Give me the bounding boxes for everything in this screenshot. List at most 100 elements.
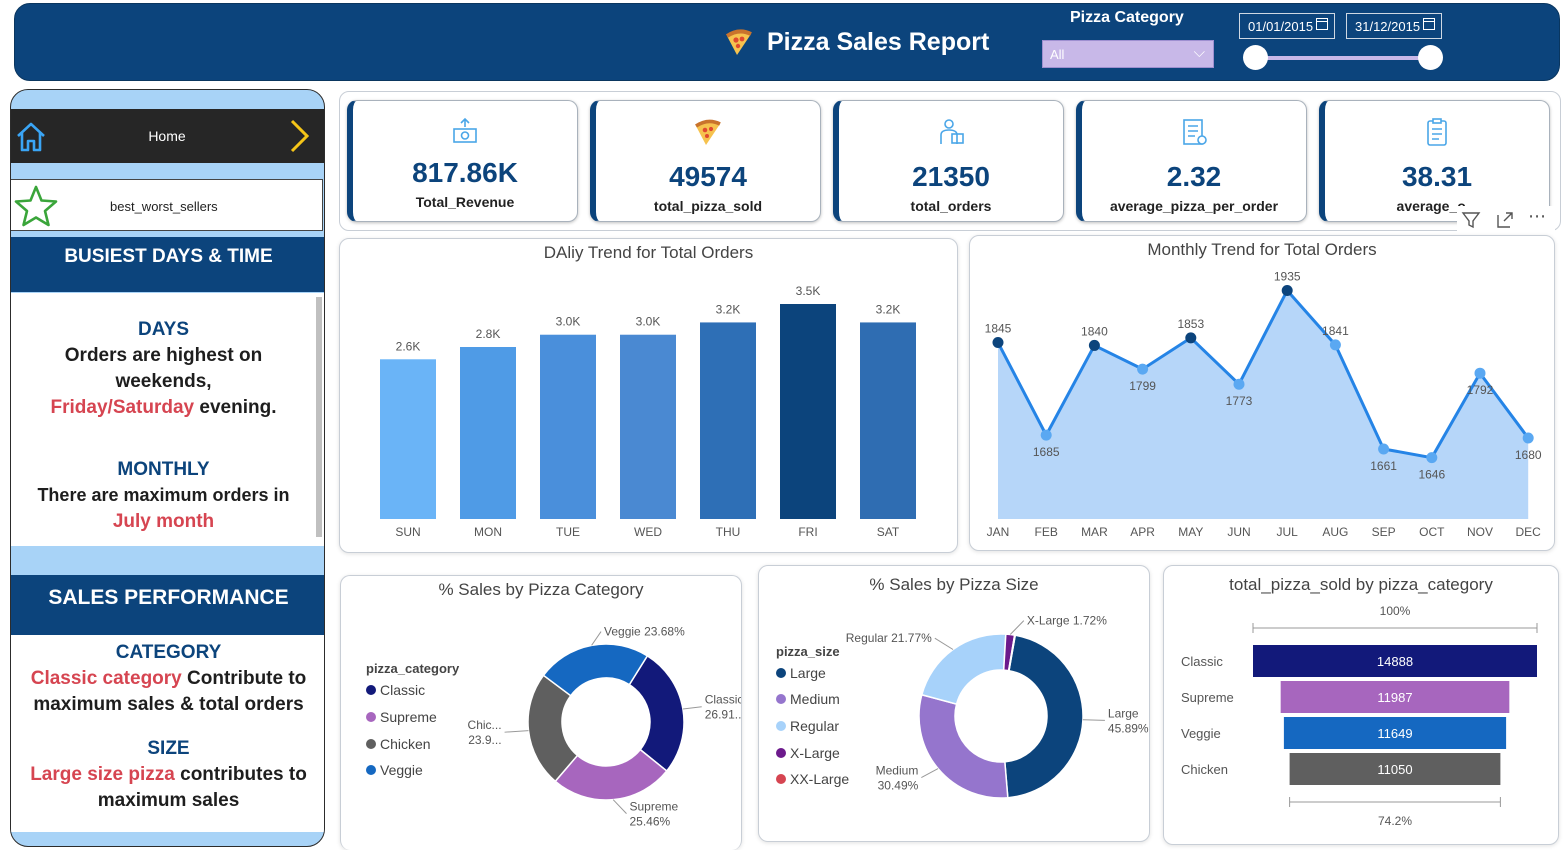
slice-data-label: 26.91... [705, 708, 741, 722]
point-data-label: 1685 [1033, 445, 1060, 459]
date-to-input[interactable]: 31/12/2015 [1346, 13, 1442, 39]
bar-fri [780, 304, 836, 519]
more-options-icon[interactable]: ⋯ [1528, 206, 1546, 226]
category-dropdown[interactable]: All ⌵ [1042, 40, 1214, 68]
bar-data-label: 3.0K [556, 315, 581, 329]
x-tick-label: JAN [987, 525, 1010, 539]
bar-data-label: 3.5K [796, 284, 821, 298]
kpi-label: total_pizza_sold [653, 198, 763, 214]
legend-label: Regular [790, 718, 840, 734]
kpi-card-revenue[interactable]: 817.86K Total_Revenue [347, 100, 578, 222]
days-heading: DAYS [137, 319, 190, 340]
date-slider-end-handle[interactable] [1418, 45, 1443, 70]
days-line-1: Orders are highest on [64, 345, 263, 366]
sidebar-scrollbar[interactable] [316, 297, 322, 537]
days-highlight: Friday/Saturday [50, 397, 195, 418]
legend-label: XX-Large [790, 771, 850, 787]
x-tick-label: AUG [1322, 525, 1348, 539]
leader-line [934, 637, 954, 650]
slice-data-label: X-Large 1.72% [1027, 614, 1107, 628]
monthly-line-1: There are maximum orders in [37, 485, 290, 505]
category-slice-veggie [542, 643, 649, 697]
legend-item-supreme[interactable]: Supreme [366, 709, 437, 725]
date-slider-start-handle[interactable] [1243, 45, 1268, 70]
legend-item-veggie[interactable]: Veggie [366, 762, 423, 778]
legend-dot [366, 765, 376, 775]
point-may [1185, 332, 1197, 344]
bar-wed [620, 334, 676, 519]
legend-item-regular[interactable]: Regular [776, 718, 839, 734]
date-from-input[interactable]: 01/01/2015 [1239, 13, 1335, 39]
report-header: Pizza Sales Report Pizza Category All ⌵ … [14, 3, 1560, 81]
kpi-value: 2.32 [1166, 161, 1222, 192]
category-line-1: Classic category Contribute to [11, 668, 324, 690]
category-highlight: Classic category [30, 668, 182, 689]
bar-data-label: 2.8K [476, 327, 501, 341]
point-apr [1137, 363, 1149, 375]
legend-dot [366, 739, 376, 749]
legend-item-xx-large[interactable]: XX-Large [776, 771, 849, 787]
bar-tue [540, 334, 596, 519]
sales-by-category-panel[interactable]: % Sales by Pizza Category pizza_category… [340, 575, 742, 850]
point-jun [1233, 378, 1245, 390]
legend-label: Veggie [380, 762, 423, 778]
funnel-value-label: 14888 [1377, 654, 1413, 669]
point-data-label: 1853 [1177, 317, 1204, 331]
legend-item-classic[interactable]: Classic [366, 682, 425, 698]
x-tick-label: FRI [798, 525, 817, 539]
calendar-icon[interactable] [1423, 18, 1435, 30]
bar-sat [860, 322, 916, 519]
category-tail: Contribute to [181, 668, 307, 689]
slice-data-label: Regular 21.77% [846, 631, 932, 645]
kpi-card-orders[interactable]: 21350 total_orders [833, 100, 1064, 222]
point-data-label: 1799 [1129, 379, 1156, 393]
kpi-card-avg-order-value[interactable]: 38.31 average_o... [1319, 100, 1550, 222]
pizza-sold-by-category-panel[interactable]: total_pizza_sold by pizza_category 100% 1… [1163, 565, 1559, 845]
daily-trend-panel[interactable]: DAliy Trend for Total Orders 2.6K SUN 2.8K… [339, 238, 958, 553]
kpi-card-pizza-sold[interactable]: 49574 total_pizza_sold [590, 100, 821, 222]
category-line-2: maximum sales & total orders [33, 694, 304, 715]
bar-data-label: 2.6K [396, 339, 421, 353]
size-heading: SIZE [147, 738, 190, 759]
legend-item-large[interactable]: Large [776, 665, 826, 681]
slice-data-label: 30.49% [878, 779, 919, 793]
funnel-bar-chicken [1289, 753, 1501, 785]
filter-icon[interactable] [1461, 210, 1481, 230]
legend-label: Medium [790, 691, 840, 707]
home-nav-button[interactable]: Home [11, 109, 324, 163]
slice-data-label: Large [1108, 706, 1139, 720]
legend-label: X-Large [790, 745, 840, 761]
size-line-2: maximum sales [97, 790, 240, 811]
size-slice-large [1004, 634, 1084, 799]
sales-by-size-panel[interactable]: % Sales by Pizza Size pizza_size Large M… [758, 565, 1150, 842]
legend-item-chicken[interactable]: Chicken [366, 736, 431, 752]
date-slider-track[interactable] [1256, 56, 1431, 60]
funnel-bottom-percent: 74.2% [1378, 814, 1412, 828]
legend-dot [776, 774, 786, 784]
best-worst-sellers-nav-button[interactable]: best_worst_sellers [11, 179, 323, 231]
chevron-right-icon[interactable] [288, 118, 312, 154]
legend-item-medium[interactable]: Medium [776, 691, 840, 707]
legend-item-x-large[interactable]: X-Large [776, 745, 840, 761]
monthly-trend-panel[interactable]: Monthly Trend for Total Orders 1845 JAN 16… [969, 235, 1555, 551]
title-wrap: Pizza Sales Report [723, 26, 989, 58]
focus-mode-icon[interactable] [1495, 210, 1515, 230]
kpi-label: total_orders [910, 198, 992, 214]
kpi-label: average_pizza_per_order [1109, 198, 1279, 214]
kpi-card-avg-pizza-per-order[interactable]: 2.32 average_pizza_per_order [1076, 100, 1307, 222]
legend-dot [366, 685, 376, 695]
calendar-icon[interactable] [1316, 18, 1328, 30]
star-icon [14, 185, 58, 227]
sales-by-category-title: % Sales by Pizza Category [438, 580, 644, 599]
bar-thu [700, 322, 756, 519]
home-icon [17, 122, 45, 152]
slice-data-label: 45.89% [1108, 721, 1149, 735]
area-fill [998, 290, 1529, 519]
legend-label: Chicken [380, 736, 431, 752]
x-tick-label: MON [474, 525, 502, 539]
slice-data-label: 23.9... [468, 733, 501, 747]
pizza-sold-funnel-chart: 100% 14888 Classic 11987 Supreme 11649 Veggie 1… [1181, 604, 1538, 828]
slice-data-label: Chic... [468, 718, 502, 732]
point-data-label: 1661 [1370, 459, 1397, 473]
funnel-bar-classic [1253, 645, 1537, 677]
